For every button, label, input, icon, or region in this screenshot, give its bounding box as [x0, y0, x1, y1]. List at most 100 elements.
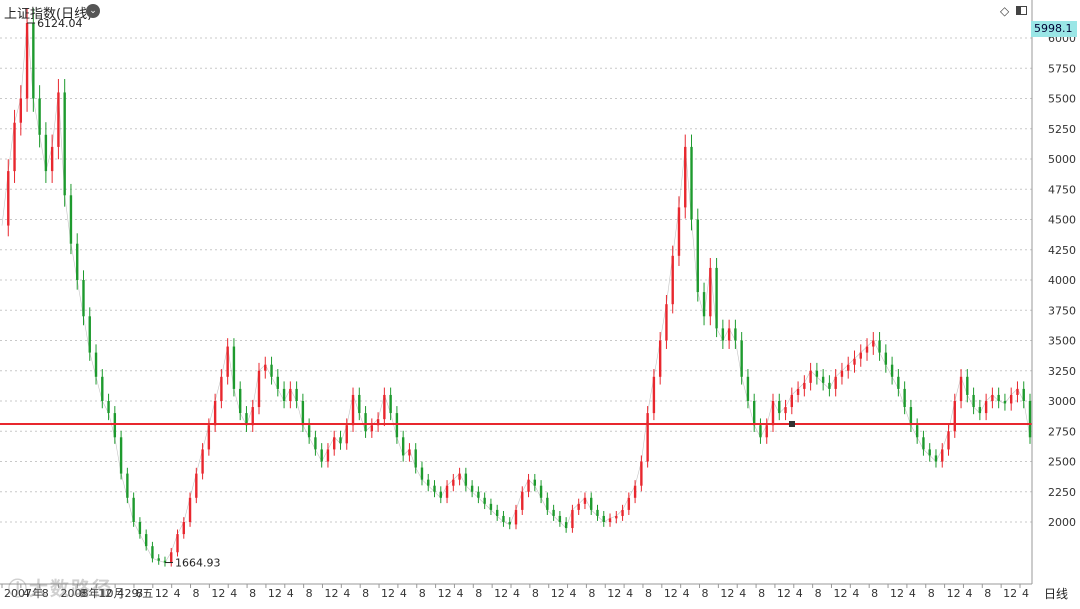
- x-tick-label: 8: [588, 587, 595, 600]
- candle-body: [257, 370, 261, 408]
- candle-body: [909, 407, 913, 426]
- candle-body: [796, 388, 800, 395]
- candle-body: [264, 364, 267, 371]
- x-tick-label: 4: [456, 587, 463, 600]
- candle-body: [828, 382, 831, 389]
- candle-body: [138, 522, 142, 535]
- x-tick-label: 4: [796, 587, 803, 600]
- annotation-label: 6124.04: [37, 17, 82, 30]
- candle-body: [684, 146, 687, 208]
- candle-body: [126, 473, 129, 498]
- candle-body: [533, 479, 537, 486]
- x-tick-label: 12: [268, 587, 282, 600]
- x-tick-label: 4: [117, 587, 124, 600]
- x-tick-label: 12: [777, 587, 791, 600]
- candle-body: [934, 455, 938, 462]
- period-label[interactable]: 日线: [1044, 587, 1069, 601]
- candle-body: [633, 485, 637, 498]
- candle-body: [941, 449, 944, 462]
- candle-body: [370, 425, 374, 432]
- chevron-down-circle-icon[interactable]: ⌄: [86, 4, 100, 18]
- candle-body: [539, 485, 543, 498]
- x-tick-label: 8: [815, 587, 822, 600]
- candle-body: [69, 195, 73, 244]
- x-tick-label: 12: [155, 587, 169, 600]
- candle-body: [270, 364, 273, 377]
- candle-body: [615, 515, 618, 519]
- candle-body: [339, 437, 342, 444]
- x-tick-label: 4: [174, 587, 181, 600]
- candle-body: [502, 515, 505, 522]
- candle-body: [470, 485, 474, 492]
- x-tick-label: 12: [551, 587, 565, 600]
- y-tick-label: 5750: [1048, 62, 1076, 75]
- candle-body: [358, 394, 361, 414]
- candle-body: [602, 515, 605, 522]
- x-tick-label: 8: [249, 587, 256, 600]
- x-tick-label: 12: [1003, 587, 1017, 600]
- x-tick-label: 12: [98, 587, 112, 600]
- candle-body: [740, 340, 743, 377]
- y-tick-label: 3250: [1048, 365, 1076, 378]
- candle-body: [94, 352, 98, 377]
- x-tick-label: 8: [984, 587, 991, 600]
- candle-body: [959, 376, 963, 401]
- candle-body: [966, 376, 969, 395]
- candle-body: [251, 407, 254, 426]
- candle-body: [220, 376, 223, 401]
- candle-body: [238, 388, 242, 414]
- candle-body: [433, 485, 436, 492]
- candle-body: [276, 376, 280, 389]
- window-icon[interactable]: [1016, 6, 1027, 15]
- candle-body: [188, 497, 192, 522]
- candle-body: [82, 280, 85, 317]
- x-tick-label: 12: [438, 587, 452, 600]
- candle-body: [834, 376, 837, 389]
- candle-body: [144, 534, 148, 547]
- candle-body: [803, 382, 806, 389]
- candle-body: [508, 522, 511, 525]
- candle-body: [596, 509, 599, 516]
- candle-body: [489, 503, 493, 510]
- baseline-line[interactable]: [0, 420, 1032, 427]
- watermark: ⓙ大数路径: [8, 578, 114, 600]
- x-tick-label: 12: [833, 587, 847, 600]
- grid-lines: [0, 37, 1032, 523]
- candle-body: [671, 255, 674, 305]
- candle-body: [558, 515, 562, 522]
- candle-body: [7, 171, 10, 226]
- annotation-label: 1664.93: [175, 557, 221, 570]
- candle-body: [32, 22, 35, 99]
- candle-body: [76, 243, 79, 280]
- y-axis: 2000 2250 2500 2750 3000 3250 3500 3750 4000 4250…: [1031, 0, 1076, 584]
- candle-body: [809, 370, 812, 383]
- candle-body: [721, 328, 725, 341]
- y-tick-label: 3750: [1048, 304, 1076, 317]
- candle-body: [452, 479, 455, 486]
- candle-body: [590, 497, 593, 510]
- x-tick-label: 12: [720, 587, 734, 600]
- x-tick-label: 4: [287, 587, 294, 600]
- candle-body: [389, 394, 392, 414]
- x-tick-label: 4: [852, 587, 859, 600]
- candle-body: [383, 394, 386, 420]
- chart-title[interactable]: 上证指数(日线): [4, 7, 93, 22]
- candle-body: [25, 22, 29, 99]
- candle-body: [427, 479, 430, 486]
- x-tick-label: 8: [645, 587, 652, 600]
- candle-body: [1016, 388, 1019, 395]
- x-tick-label: 12: [890, 587, 904, 600]
- y-tick-label: 2500: [1048, 456, 1076, 469]
- x-tick-label: 8: [419, 587, 426, 600]
- candle-body: [195, 473, 198, 498]
- diamond-icon[interactable]: ◇: [1000, 4, 1010, 18]
- candle-body: [984, 401, 988, 414]
- candle-body: [1022, 388, 1025, 401]
- candle-body: [978, 407, 982, 414]
- y-tick-label: 4500: [1048, 214, 1076, 227]
- candle-body: [157, 558, 160, 561]
- candle-body: [903, 388, 906, 408]
- x-tick-label: 4: [683, 587, 690, 600]
- candle-body: [351, 394, 355, 426]
